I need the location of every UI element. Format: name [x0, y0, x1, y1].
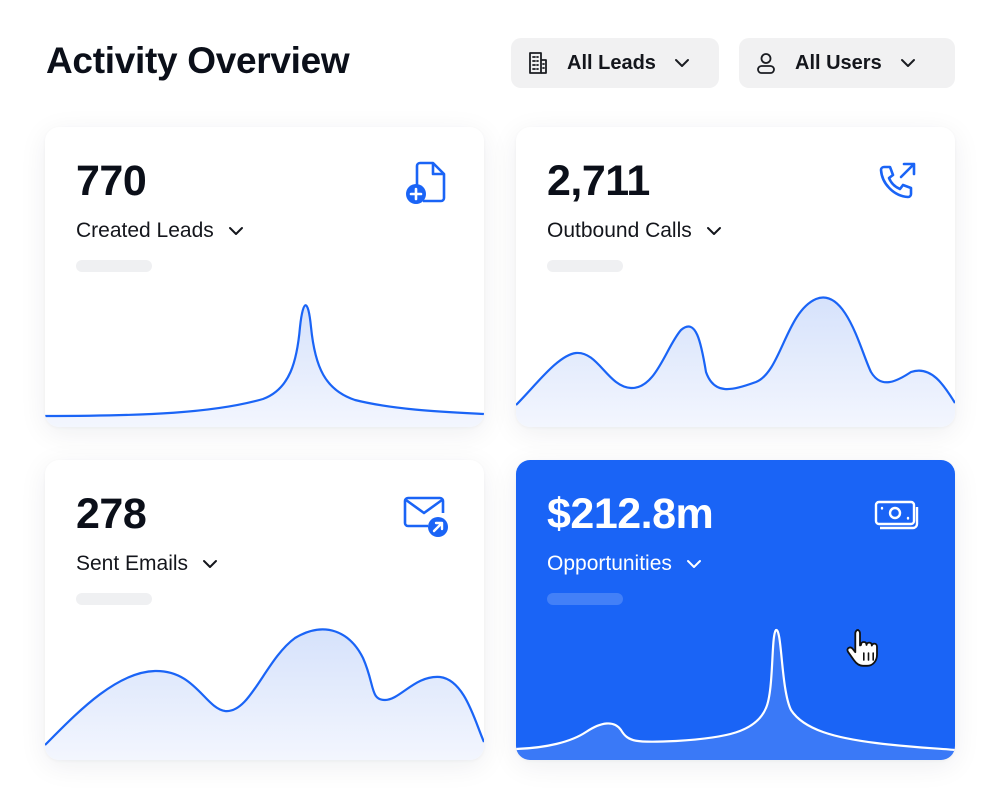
banknote-icon	[871, 490, 921, 540]
user-icon	[753, 50, 779, 76]
chevron-down-icon	[684, 554, 704, 574]
opportunities-label: Opportunities	[547, 552, 672, 575]
placeholder-bar	[76, 593, 152, 605]
placeholder-bar	[547, 593, 623, 605]
created-leads-dropdown[interactable]: Created Leads	[76, 219, 246, 243]
opportunities-sparkline	[516, 628, 955, 760]
placeholder-bar	[547, 260, 623, 272]
opportunities-value: $212.8m	[547, 490, 714, 538]
sent-emails-dropdown[interactable]: Sent Emails	[76, 552, 220, 576]
outbound-calls-sparkline	[516, 296, 955, 427]
sent-emails-sparkline	[45, 628, 484, 760]
created-leads-label: Created Leads	[76, 219, 214, 242]
chevron-down-icon	[898, 53, 918, 73]
users-filter-dropdown[interactable]: All Users	[739, 38, 955, 88]
building-icon	[525, 50, 551, 76]
leads-filter-label: All Leads	[567, 51, 656, 74]
chevron-down-icon	[200, 554, 220, 574]
users-filter-label: All Users	[795, 51, 882, 74]
outbound-calls-card[interactable]: 2,711 Outbound Calls	[516, 127, 955, 427]
file-plus-icon	[400, 157, 450, 207]
sent-emails-label: Sent Emails	[76, 552, 189, 575]
created-leads-card[interactable]: 770 Created Leads	[45, 127, 484, 427]
chevron-down-icon	[704, 221, 724, 241]
placeholder-bar	[76, 260, 152, 272]
leads-filter-dropdown[interactable]: All Leads	[511, 38, 719, 88]
created-leads-value: 770	[76, 157, 147, 205]
sent-emails-value: 278	[76, 490, 147, 538]
chevron-down-icon	[672, 53, 692, 73]
opportunities-dropdown[interactable]: Opportunities	[547, 552, 704, 576]
opportunities-card[interactable]: $212.8m Opportunities	[516, 460, 955, 760]
outbound-calls-dropdown[interactable]: Outbound Calls	[547, 219, 724, 243]
mail-send-icon	[400, 490, 450, 540]
sent-emails-card[interactable]: 278 Sent Emails	[45, 460, 484, 760]
created-leads-sparkline	[45, 304, 484, 427]
page-title: Activity Overview	[46, 40, 350, 81]
phone-outgoing-icon	[871, 157, 921, 207]
outbound-calls-label: Outbound Calls	[547, 219, 692, 242]
outbound-calls-value: 2,711	[547, 157, 650, 205]
hand-pointer-cursor-icon	[843, 626, 883, 670]
chevron-down-icon	[226, 221, 246, 241]
